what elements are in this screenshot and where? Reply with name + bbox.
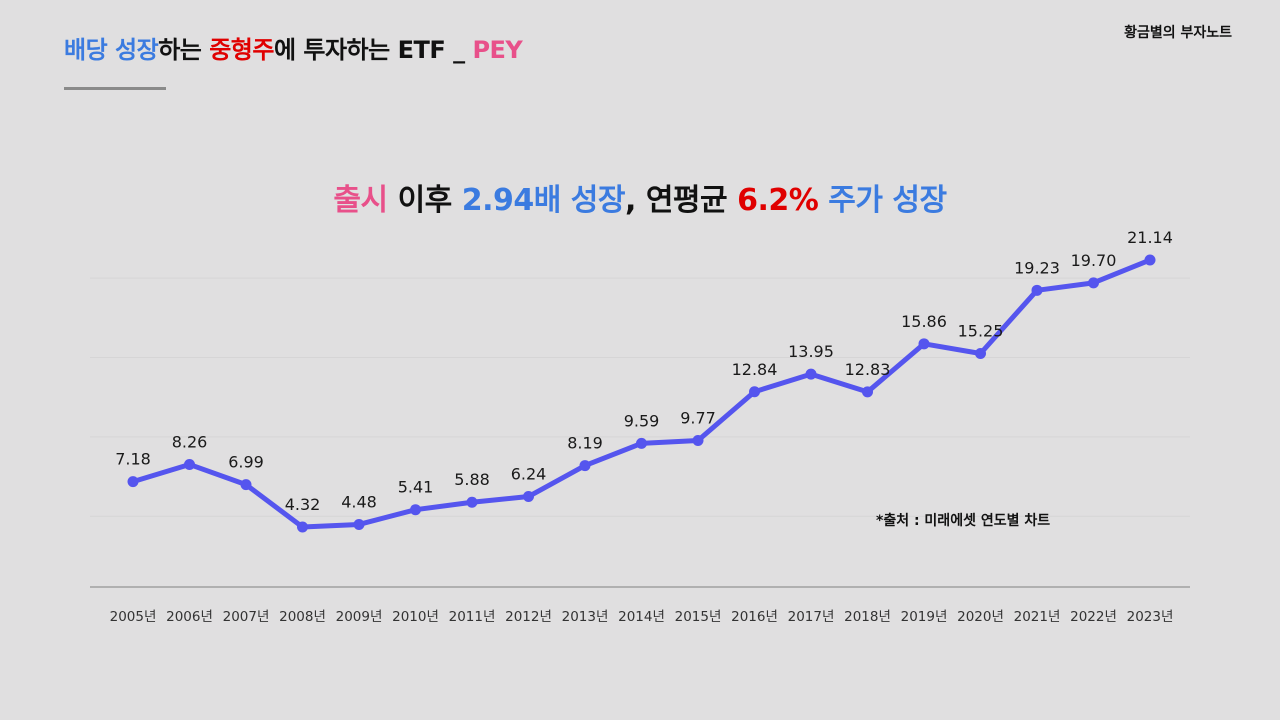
data-label: 13.95	[788, 342, 834, 361]
series-line-pey	[130, 257, 1153, 530]
data-label: 9.59	[624, 411, 660, 430]
data-label: 12.83	[845, 360, 891, 379]
data-point	[1144, 254, 1156, 266]
data-point	[692, 434, 704, 446]
x-tick-label: 2017년	[788, 609, 835, 625]
data-label: 5.41	[398, 478, 434, 497]
data-label: 9.77	[680, 408, 716, 427]
data-label: 15.25	[958, 321, 1004, 340]
data-label: 8.19	[567, 434, 603, 453]
data-point	[184, 458, 195, 470]
source-note: *출처 : 미래에셋 연도별 차트	[876, 513, 1051, 529]
data-point	[297, 521, 308, 533]
data-point	[127, 476, 139, 488]
headline-part: 출시	[333, 183, 388, 218]
x-tick-label: 2022년	[1070, 609, 1117, 625]
title-part: 중형주	[209, 36, 274, 64]
data-point	[410, 504, 421, 516]
title-underline	[64, 87, 166, 90]
x-tick-label: 2006년	[166, 609, 213, 625]
data-label: 15.86	[901, 312, 947, 331]
x-tick-label: 2015년	[675, 609, 722, 625]
data-point	[1031, 284, 1043, 296]
title-part: 배당 성장	[64, 36, 159, 64]
data-label: 4.48	[341, 492, 377, 511]
data-point	[523, 491, 534, 503]
headline-part: 이후	[387, 183, 462, 218]
headline-part: 주가 성장	[818, 183, 947, 218]
data-label: 19.70	[1071, 251, 1117, 270]
headline-part: , 연평균	[624, 183, 738, 218]
page-title: 배당 성장하는 중형주에 투자하는 ETF _ PEY	[64, 30, 523, 65]
data-label: 19.23	[1014, 258, 1060, 277]
data-point	[466, 496, 478, 508]
gridlines	[90, 277, 1190, 517]
data-points	[127, 254, 1156, 533]
data-label: 6.24	[511, 465, 547, 484]
x-tick-label: 2016년	[731, 609, 778, 625]
chart-headline: 출시 이후 2.94배 성장, 연평균 6.2% 주가 성장	[0, 175, 1280, 219]
x-tick-label: 2020년	[957, 609, 1004, 625]
x-tick-label: 2011년	[449, 609, 496, 625]
data-point	[353, 518, 365, 530]
x-tick-label: 2012년	[505, 609, 552, 625]
data-point	[975, 347, 986, 359]
data-label: 5.88	[454, 470, 490, 489]
headline-part: 6.2%	[737, 183, 819, 218]
brand-name: 황금별의 부자노트	[1124, 25, 1232, 41]
data-point	[918, 338, 930, 350]
x-tick-label: 2021년	[1014, 609, 1061, 625]
data-label: 6.99	[228, 453, 264, 472]
x-tick-label: 2005년	[110, 609, 157, 625]
data-label: 4.32	[285, 495, 321, 514]
title-part: 하는	[158, 36, 210, 64]
title-part: 에 투자하는 ETF _	[273, 36, 473, 64]
title-part: PEY	[472, 36, 523, 64]
x-tick-label: 2023년	[1127, 609, 1174, 625]
data-point	[579, 460, 591, 472]
x-tick-label: 2019년	[901, 609, 948, 625]
data-labels: 7.18 8.26 6.99 4.32 4.48 5.41 5.88 6.24 8.19 9.59…	[115, 228, 1173, 514]
data-point	[749, 386, 760, 398]
x-tick-label: 2009년	[336, 609, 383, 625]
data-point	[1088, 277, 1099, 289]
data-label: 8.26	[172, 432, 208, 451]
headline-part: 2.94배 성장	[461, 183, 626, 218]
data-point	[240, 479, 252, 491]
x-tick-label: 2018년	[844, 609, 891, 625]
x-tick-label: 2008년	[279, 609, 326, 625]
data-point	[636, 437, 647, 449]
data-label: 7.18	[115, 450, 151, 469]
x-tick-label: 2007년	[223, 609, 270, 625]
x-tick-label: 2013년	[562, 609, 609, 625]
data-point	[805, 368, 817, 380]
x-tick-label: 2014년	[618, 609, 665, 625]
data-point	[862, 386, 873, 398]
x-tick-labels: 2005년 2006년 2007년 2008년 2009년 2010년 2011년 2012년…	[110, 609, 1174, 625]
x-tick-label: 2010년	[392, 609, 439, 625]
data-label: 12.84	[732, 360, 778, 379]
data-label: 21.14	[1127, 228, 1173, 247]
